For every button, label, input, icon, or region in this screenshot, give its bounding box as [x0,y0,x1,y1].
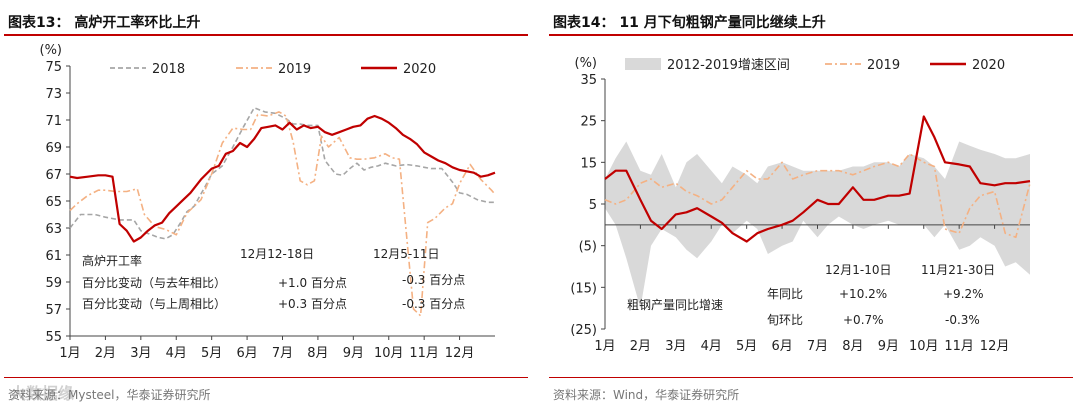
x-tick-label: 4月 [701,339,722,354]
series-line-2020 [604,115,1031,243]
y-tick-label: (5) [579,240,597,255]
x-tick-label: 6月 [771,339,792,354]
chart13-source-rule [4,377,528,378]
annot-row1-col1: +1.0 百分点 [278,276,347,290]
y-tick-label: 75 [45,60,62,75]
chart13-title-rule [4,34,528,36]
chart14-title: 图表14： 11 月下旬粗钢产量同比继续上升 [553,15,826,31]
y-tick-label: 57 [45,303,62,318]
x-tick-label: 2月 [95,346,116,361]
x-tick-label: 11月 [409,346,439,361]
y-tick-label: (15) [570,281,597,296]
annot-row1-label: 百分比变动（与去年相比） [82,275,226,290]
legend-2020-label: 2020 [403,62,436,77]
chart14-source-rule [549,377,1073,378]
chart13-title: 图表13： 高炉开工率环比上升 [8,15,201,31]
annot-row1-col2: -0.3 百分点 [402,273,465,287]
annot-title: 粗钢产量同比增速 [627,298,723,312]
annot-row2-col2: -0.3% [945,313,980,327]
x-tick-label: 5月 [201,346,222,361]
y-tick-label: 67 [45,168,62,183]
y-tick-label: 5 [589,198,597,213]
chart14-panel: 图表14： 11 月下旬粗钢产量同比继续上升 35 25 15 5 (5) (15) (25… [545,0,1080,413]
chart14-plot: 35 25 15 5 (5) (15) (25) (%) 1月 2月 3月 4月 5月 6月 7月 8月 9月 1… [570,56,1031,354]
x-tick-label: 5月 [736,339,757,354]
y-tick-label: 15 [580,156,597,171]
chart13-source: 资料来源：Mysteel，华泰证券研究所 [8,388,211,402]
x-tick-label: 7月 [807,339,828,354]
x-tick-label: 8月 [842,339,863,354]
y-axis-unit: (%) [40,43,63,58]
x-tick-label: 1月 [59,346,80,361]
x-tick-label: 10月 [374,346,404,361]
annot-col2-header: 12月5-11日 [373,247,440,261]
annot-row2-col1: +0.7% [843,313,884,327]
x-tick-label: 6月 [236,346,257,361]
legend-2019-label: 2019 [867,58,900,73]
x-tick-label: 1月 [594,339,615,354]
legend-2020-label: 2020 [972,58,1005,73]
annot-col2-header: 11月21-30日 [921,263,995,277]
series-line-2018 [69,107,495,240]
chart14-title-rule [549,34,1073,36]
y-tick-label: 35 [580,73,597,88]
annot-row2-label: 旬环比 [767,313,803,327]
annot-row1-label: 年同比 [767,287,803,301]
y-tick-label: 69 [45,141,62,156]
x-tick-label: 8月 [307,346,328,361]
x-tick-label: 2月 [630,339,651,354]
annot-title: 高炉开工率 [82,253,142,268]
series-line-2019 [69,111,496,317]
y-tick-label: 61 [45,249,62,264]
x-tick-label: 3月 [130,346,151,361]
annot-col1-header: 12月1-10日 [825,263,892,277]
annot-row2-label: 百分比变动（与上周相比） [82,296,226,311]
y-tick-label: 59 [45,276,62,291]
chart13-plot: 55 57 59 61 63 65 67 69 71 73 75 (%) 1月 2月 3月 4月 5月 6月 7月 8… [40,43,496,361]
y-tick-label: 73 [45,87,62,102]
x-tick-label: 10月 [909,339,939,354]
y-tick-label: 63 [45,222,62,237]
y-tick-label: 25 [580,115,597,130]
series-line-2020 [69,114,496,243]
legend-band-swatch [625,58,661,70]
chart14-source: 资料来源：Wind，华泰证券研究所 [553,388,740,402]
y-axis-unit: (%) [575,56,598,71]
watermark: 大数据缘 [10,384,75,403]
annot-row1-col2: +9.2% [943,287,984,301]
annot-row1-col1: +10.2% [839,287,887,301]
x-tick-label: 12月 [445,346,475,361]
x-tick-label: 12月 [980,339,1010,354]
annot-col1-header: 12月12-18日 [240,247,314,261]
x-tick-label: 3月 [665,339,686,354]
x-tick-label: 7月 [272,346,293,361]
x-tick-label: 9月 [878,339,899,354]
y-tick-label: 65 [45,195,62,210]
annot-row2-col2: -0.3 百分点 [402,297,465,311]
chart13-panel: 图表13： 高炉开工率环比上升 55 57 59 61 63 65 67 69 71 73 75 (%… [0,0,535,413]
legend-2019-label: 2019 [278,62,311,77]
legend-2018-label: 2018 [152,62,185,77]
y-tick-label: (25) [570,323,597,338]
x-tick-label: 4月 [166,346,187,361]
legend-band-label: 2012-2019增速区间 [667,58,790,73]
x-tick-label: 11月 [944,339,974,354]
y-tick-label: 71 [45,114,62,129]
annot-row2-col1: +0.3 百分点 [278,297,347,311]
x-tick-label: 9月 [343,346,364,361]
y-tick-label: 55 [45,330,62,345]
